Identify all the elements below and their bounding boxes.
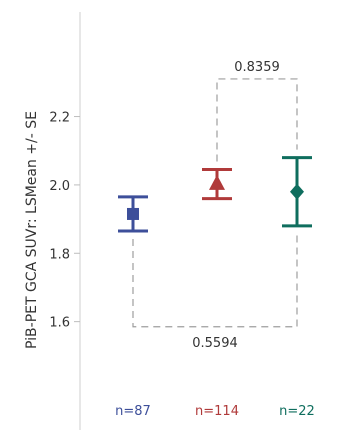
y-tick-label: 2.2	[49, 111, 70, 126]
comparison-bracket	[132, 233, 298, 328]
y-axis-title: PiB-PET GCA SUVr: LSMean +/- SE	[24, 111, 40, 349]
series-markers	[118, 156, 312, 233]
y-tick-label: 1.6	[49, 316, 70, 331]
series-diamond-group	[282, 156, 312, 228]
sample-size-label: n=87	[115, 404, 151, 419]
mean-marker-square	[127, 207, 139, 220]
comparison-bracket	[216, 78, 298, 162]
comparison-brackets: 0.8359 0.5594	[132, 60, 298, 351]
p-value-label: 0.8359	[234, 60, 280, 75]
series-square-group	[118, 195, 148, 233]
sample-size-label: n=22	[279, 404, 315, 419]
y-tick-label: 1.8	[49, 247, 70, 262]
y-tick-label: 2.0	[49, 179, 70, 194]
series-triangle-group	[202, 168, 232, 201]
y-axis-ticks: 1.6 1.8 2.0 2.2	[49, 111, 80, 331]
p-value-label: 0.5594	[192, 336, 238, 351]
mean-marker-triangle	[209, 174, 225, 190]
mean-marker-diamond	[290, 183, 304, 200]
sample-size-label: n=114	[195, 404, 239, 419]
sample-size-labels: n=87 n=114 n=22	[115, 404, 315, 419]
